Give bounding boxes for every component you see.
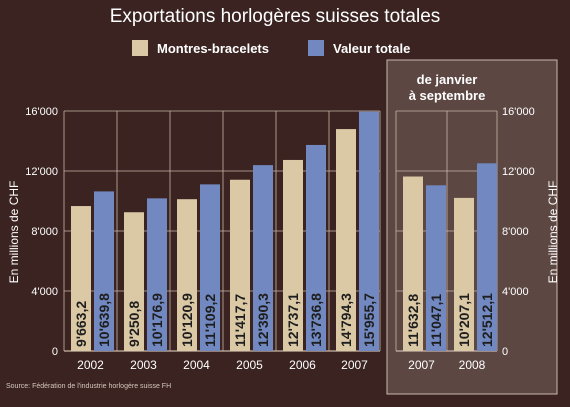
x-tick-label: 2002 (77, 358, 104, 372)
bar-value-label: 9'250,8 (126, 301, 142, 347)
bar-watches (230, 179, 250, 351)
source-note: Source: Fédération de l'industrie horlog… (6, 383, 171, 390)
y-tick-label-left: 8'000 (31, 226, 58, 238)
legend-swatch-watches (132, 40, 148, 56)
x-tick-label: 2004 (183, 358, 210, 372)
bar-value-label: 15'955,7 (361, 293, 377, 347)
y-tick-label-left: 12'000 (25, 166, 58, 178)
bar-watches (403, 176, 423, 351)
bar-value-label: 10'639,8 (96, 293, 112, 347)
bar-value-label: 12'737,1 (285, 293, 301, 347)
y-tick-label-left: 16'000 (25, 106, 58, 118)
bar-total (426, 185, 446, 351)
legend-swatch-total (308, 40, 324, 56)
bar-watches (71, 206, 91, 351)
legend-label-total: Valeur totale (333, 41, 410, 56)
bar-total (306, 144, 326, 351)
bar-total (147, 198, 167, 351)
y-tick-label-right: 16'000 (502, 106, 535, 118)
x-tick-label: 2006 (289, 358, 316, 372)
bar-value-label: 11'109,2 (202, 294, 218, 347)
y-tick-label-right: 8'000 (502, 226, 529, 238)
bar-total (253, 165, 273, 351)
bar-value-label: 14'794,3 (338, 293, 354, 347)
x-tick-label: 2005 (236, 358, 263, 372)
x-tick-label: 2003 (130, 358, 157, 372)
bars: 9'663,2 10'639,8 9'250,8 10'176,9 10'120,9 11… (71, 111, 497, 352)
bar-value-label: 12'512,1 (479, 293, 495, 347)
y-tick-label-right: 0 (502, 346, 508, 358)
y-tick-label-left: 4'000 (31, 286, 58, 298)
x-tick-labels: 2002 2003 2004 2005 2006 2007 2007 2008 (77, 358, 486, 372)
bar-watches (336, 129, 356, 351)
y-axis-title-right: En millions de CHF (546, 181, 560, 284)
bar-value-label: 10'176,9 (149, 293, 165, 347)
bar-total (200, 184, 220, 351)
bar-value-label: 10'120,9 (179, 293, 195, 347)
bar-watches (124, 212, 144, 351)
bar-watches (454, 197, 474, 351)
x-tick-label: 2007 (341, 358, 368, 372)
x-tick-label: 2007 (408, 358, 435, 372)
y-tick-label-right: 4'000 (502, 286, 529, 298)
bar-value-label: 11'417,7 (232, 294, 248, 347)
x-tick-label: 2008 (459, 358, 486, 372)
y-tick-labels: 0 0 4'000 4'000 8'000 8'000 12'000 12'000 16'000… (25, 106, 534, 358)
bar-value-label: 13'736,8 (308, 293, 324, 347)
bar-total (359, 111, 379, 352)
bar-value-label: 10'207,1 (456, 293, 472, 347)
bar-total (94, 191, 114, 351)
bar-value-label: 11'047,1 (428, 294, 444, 347)
panel-label-line2: à septembre (409, 88, 486, 103)
panel-label-line1: de janvier (417, 72, 478, 87)
legend-label-watches: Montres-bracelets (157, 41, 269, 56)
bar-value-label: 11'632,8 (405, 294, 421, 347)
bar-value-label: 9'663,2 (73, 301, 89, 347)
bar-total (477, 163, 497, 351)
bar-watches (283, 159, 303, 351)
y-tick-label-right: 12'000 (502, 166, 535, 178)
bar-watches (177, 199, 197, 351)
chart-title: Exportations horlogères suisses totales (110, 6, 441, 27)
y-tick-label-left: 0 (52, 346, 58, 358)
y-axis-title-left: En millions de CHF (7, 181, 21, 284)
bar-value-label: 12'390,3 (255, 293, 271, 347)
